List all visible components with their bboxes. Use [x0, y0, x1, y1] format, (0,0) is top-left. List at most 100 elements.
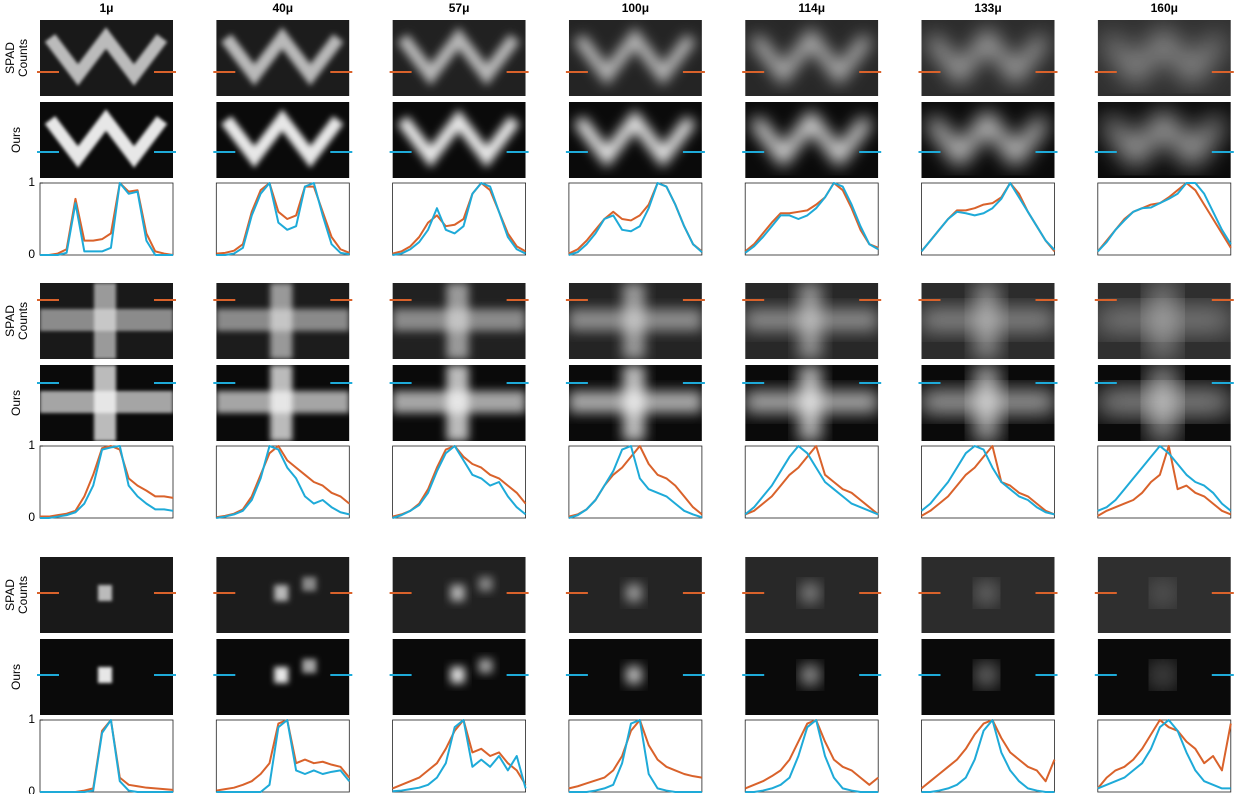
image-noise: [393, 557, 526, 633]
plot-frame: [393, 446, 526, 518]
image-blob: [627, 667, 641, 683]
image-blob: [479, 659, 493, 673]
image-noise: [1098, 20, 1231, 96]
image-blob: [302, 659, 316, 673]
image-panel: [569, 557, 702, 633]
image-blob: [980, 667, 994, 683]
image-panel: [922, 102, 1055, 178]
image-noise: [569, 557, 702, 633]
y-tick-label: 1: [28, 175, 35, 189]
image-noise: [1098, 557, 1231, 633]
image-noise: [216, 20, 349, 96]
image-panel: [216, 639, 349, 715]
image-panel: [1098, 639, 1231, 715]
y-tick-label: 0: [28, 784, 35, 794]
image-blob: [1098, 391, 1231, 413]
image-panel: [569, 639, 702, 715]
row-label: Ours: [9, 664, 23, 690]
image-panel: [216, 365, 349, 441]
row-label: SPAD: [3, 42, 17, 74]
image-panel: [40, 639, 173, 715]
plot-frame: [40, 183, 173, 255]
image-panel: [393, 102, 526, 178]
plot-frame: [216, 720, 349, 792]
image-panel: [569, 283, 702, 359]
image-panel: [393, 20, 526, 96]
image-noise: [922, 557, 1055, 633]
image-blob: [1156, 667, 1170, 683]
image-noise: [216, 283, 349, 359]
image-noise: [745, 283, 878, 359]
image-panel: [569, 102, 702, 178]
row-label: Ours: [9, 390, 23, 416]
image-panel: [40, 365, 173, 441]
image-panel: [216, 20, 349, 96]
image-panel: [745, 557, 878, 633]
image-noise: [569, 20, 702, 96]
image-noise: [745, 557, 878, 633]
plot-frame: [216, 183, 349, 255]
image-panel: [1098, 557, 1231, 633]
image-panel: [40, 102, 173, 178]
image-noise: [40, 283, 173, 359]
image-noise: [922, 283, 1055, 359]
column-header: 1μ: [99, 1, 113, 15]
plot-frame: [745, 720, 878, 792]
plot-frame: [40, 720, 173, 792]
image-panel: [40, 557, 173, 633]
image-noise: [922, 20, 1055, 96]
image-noise: [393, 283, 526, 359]
image-panel: [1098, 283, 1231, 359]
row-label: Counts: [16, 302, 30, 340]
image-blob: [803, 667, 817, 683]
image-blob: [745, 391, 878, 413]
image-panel: [40, 283, 173, 359]
plot-frame: [1098, 183, 1231, 255]
plot-frame: [922, 720, 1055, 792]
row-label: Counts: [16, 39, 30, 77]
plot-frame: [922, 183, 1055, 255]
image-panel: [1098, 102, 1231, 178]
y-tick-label: 0: [28, 510, 35, 524]
image-blob: [451, 667, 465, 683]
image-panel: [922, 365, 1055, 441]
image-noise: [1098, 283, 1231, 359]
column-header: 160μ: [1151, 1, 1178, 15]
image-panel: [922, 20, 1055, 96]
image-panel: [216, 283, 349, 359]
image-panel: [745, 20, 878, 96]
image-blob: [216, 391, 349, 413]
y-tick-label: 0: [28, 247, 35, 261]
image-noise: [745, 20, 878, 96]
image-blob: [393, 391, 526, 413]
plot-frame: [569, 720, 702, 792]
image-panel: [922, 557, 1055, 633]
image-panel: [922, 283, 1055, 359]
column-header: 133μ: [974, 1, 1001, 15]
image-panel: [1098, 365, 1231, 441]
y-tick-label: 1: [28, 712, 35, 726]
row-label: Ours: [9, 127, 23, 153]
image-noise: [569, 283, 702, 359]
image-noise: [40, 20, 173, 96]
row-label: Counts: [16, 576, 30, 614]
image-panel: [745, 102, 878, 178]
row-label: SPAD: [3, 305, 17, 337]
image-panel: [393, 365, 526, 441]
figure: 1μ40μ57μ100μ114μ133μ160μSPADCountsOurs01…: [0, 0, 1239, 794]
image-blob: [569, 391, 702, 413]
image-blob: [98, 667, 112, 683]
image-panel: [216, 557, 349, 633]
image-panel: [393, 557, 526, 633]
image-panel: [922, 639, 1055, 715]
image-panel: [393, 283, 526, 359]
image-blob: [40, 391, 173, 413]
image-panel: [1098, 20, 1231, 96]
image-panel: [40, 20, 173, 96]
image-blob: [922, 391, 1055, 413]
image-noise: [216, 557, 349, 633]
column-header: 100μ: [622, 1, 649, 15]
image-panel: [745, 365, 878, 441]
row-label: SPAD: [3, 579, 17, 611]
image-noise: [40, 557, 173, 633]
